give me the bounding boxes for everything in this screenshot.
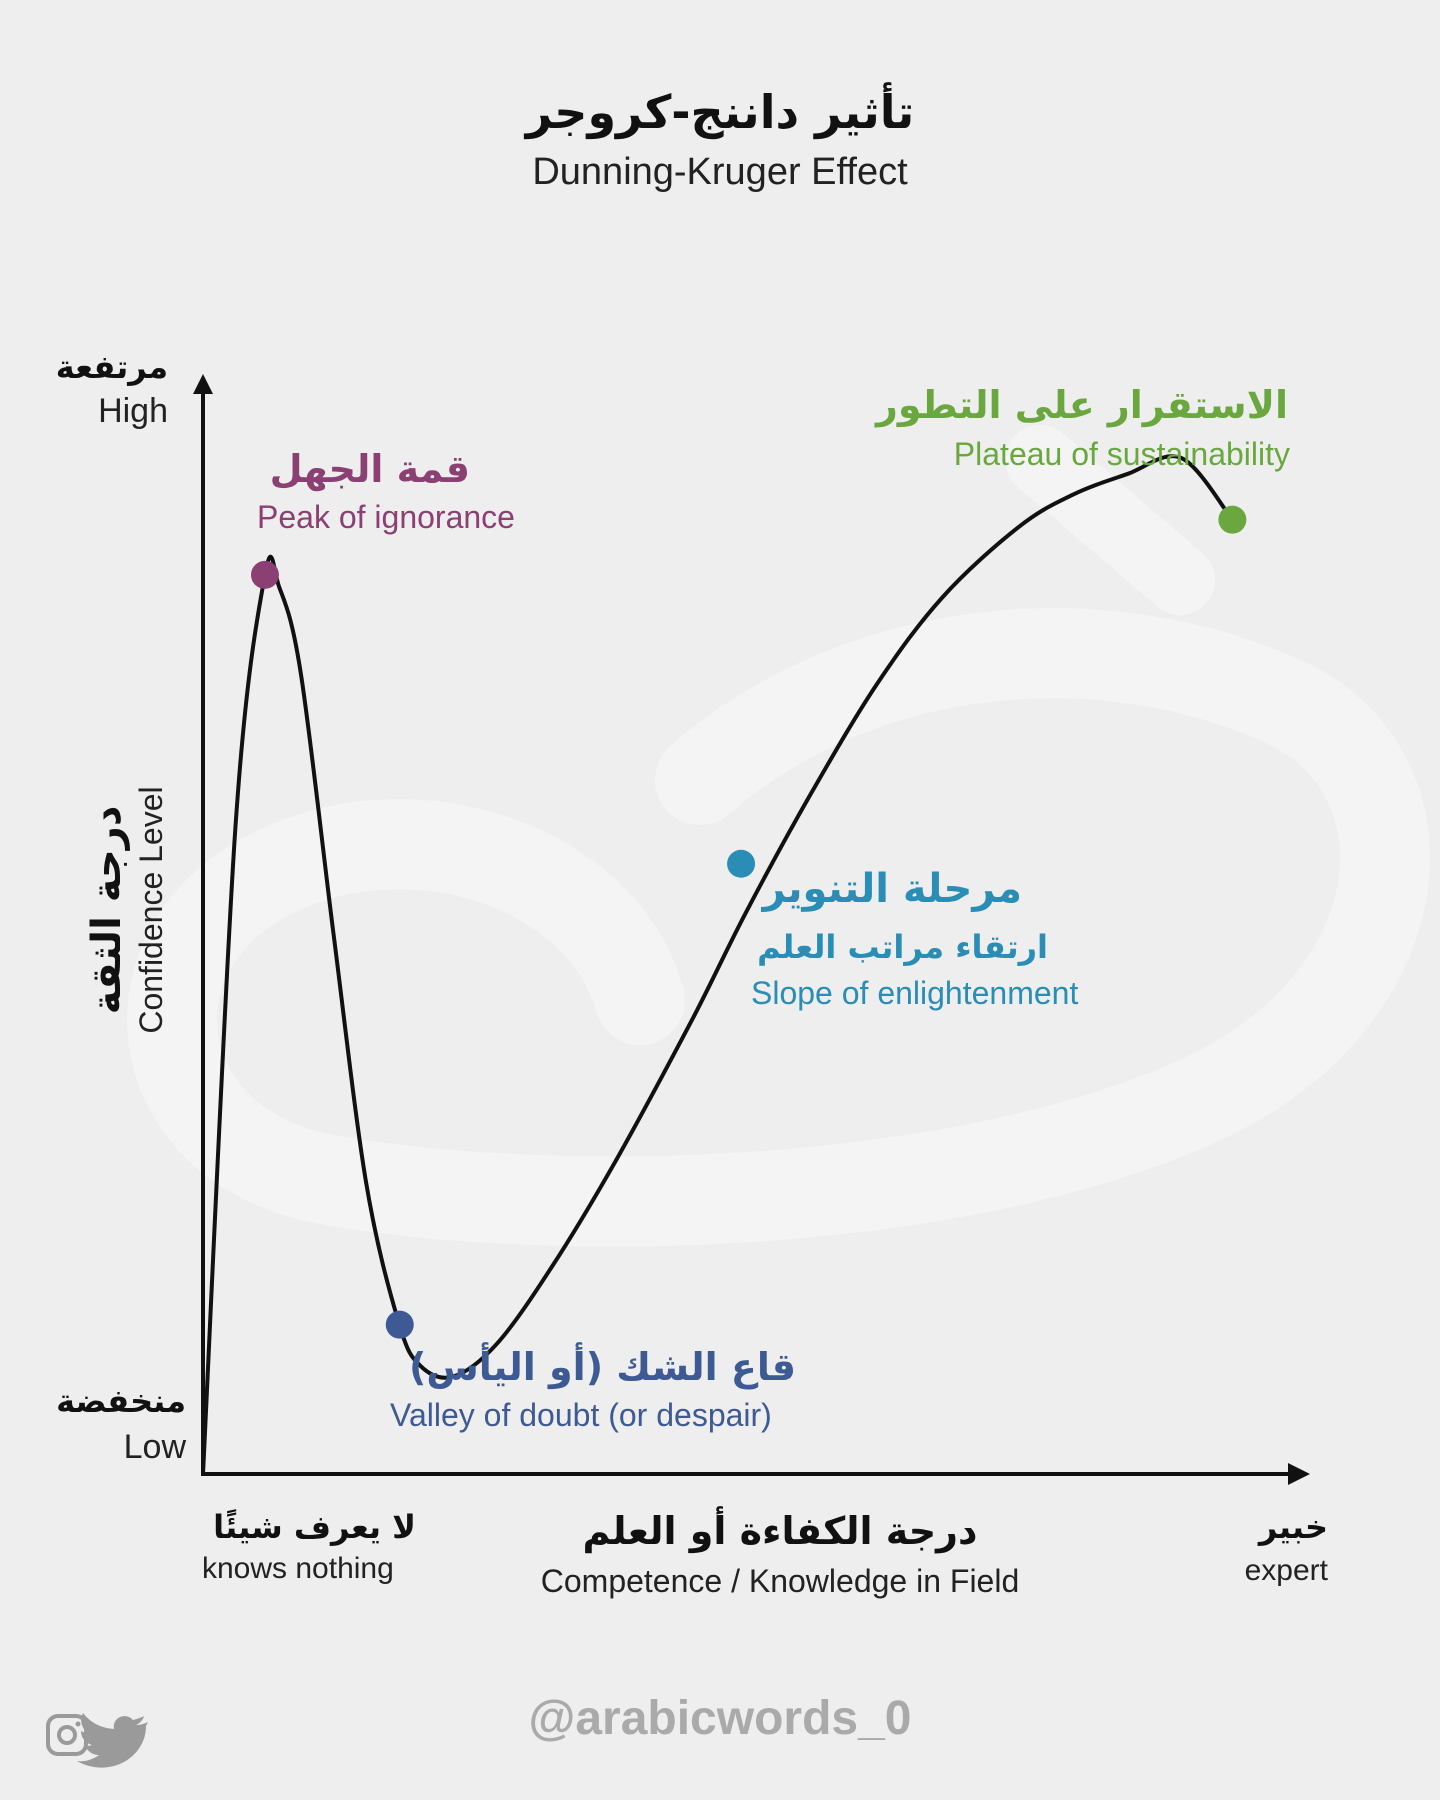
x-axis-title-ar: درجة الكفاءة أو العلم (582, 1506, 977, 1554)
y-axis-title: درجة الثقة Confidence Level (84, 786, 169, 1033)
x-end-en: expert (1245, 1554, 1329, 1587)
y-high-ar: مرتفعة (56, 348, 168, 386)
y-low-ar: منخفضة (56, 1382, 186, 1420)
y-high-en: High (98, 392, 168, 430)
plateau-label-en: Plateau of sustainability (954, 436, 1290, 472)
slope-label-ar2: ارتقاء مراتب العلم (757, 928, 1048, 966)
peak-label-en: Peak of ignorance (257, 499, 515, 535)
plateau-label-ar: الاستقرار على التطور (874, 383, 1288, 427)
x-end-ar: خبير (1257, 1508, 1328, 1546)
handle-text[interactable]: @arabicwords_0 (529, 1692, 912, 1745)
point-peak (250, 560, 279, 589)
twitter-icon[interactable] (77, 1713, 148, 1768)
slope-label-en: Slope of enlightenment (751, 975, 1078, 1011)
title-en: Dunning-Kruger Effect (532, 151, 908, 193)
valley-label-en: Valley of doubt (or despair) (390, 1397, 772, 1433)
point-valley (385, 1310, 414, 1339)
watermark-mark (1005, 425, 1215, 615)
stage-points (250, 505, 1247, 1339)
slope-label-ar: مرحلة التنوير (761, 866, 1022, 912)
confidence-curve (201, 454, 1234, 1475)
watermark-letter (127, 608, 1430, 1247)
x-start-ar: لا يعرف شيئًا (213, 1508, 416, 1546)
valley-label-ar: قاع الشك (أو اليأس) (409, 1342, 796, 1390)
x-start-en: knows nothing (202, 1552, 394, 1585)
y-axis-arrow (193, 374, 213, 394)
y-axis-title-ar: درجة الثقة (84, 806, 130, 1015)
x-axis-title-en: Competence / Knowledge in Field (541, 1563, 1020, 1599)
y-axis-title-en: Confidence Level (133, 786, 169, 1033)
title-ar: تأثير داننج-كروجر (524, 82, 915, 139)
peak-label-ar: قمة الجهل (270, 447, 470, 491)
x-axis-arrow (1288, 1463, 1310, 1485)
instagram-icon[interactable] (46, 1714, 88, 1756)
point-plateau (1218, 505, 1247, 534)
y-low-en: Low (124, 1428, 187, 1466)
point-slope (727, 849, 756, 878)
